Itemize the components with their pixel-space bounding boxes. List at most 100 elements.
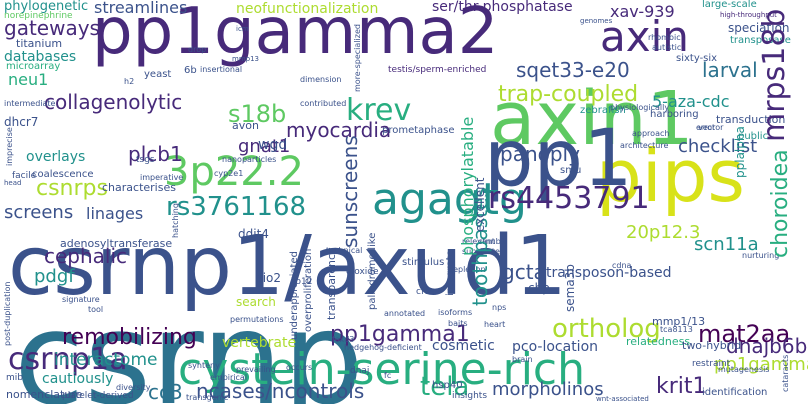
word-nurturing: nurturing [742, 251, 780, 260]
word-h2: h2 [124, 77, 135, 86]
word-smu: smu [560, 165, 582, 176]
word-plcb1: plcb1 [128, 142, 183, 166]
word-csnrps: csnrps [36, 176, 108, 201]
word-pco-location: pco-location [512, 339, 599, 355]
word-fc: fc [384, 371, 392, 380]
word-chp: chp [528, 281, 550, 295]
word-genomes: genomes [580, 17, 613, 25]
word-baits: baits [448, 319, 468, 328]
word-large-scale: large-scale [702, 0, 757, 10]
word-wgd: wgd [258, 137, 288, 153]
word-vector: vector [698, 123, 724, 132]
word-ncases: ncases/ncontrols [196, 379, 365, 403]
word-tio2: tio2 [258, 271, 282, 285]
word-rs4453791: rs4453791 [488, 181, 650, 216]
word-sunscreens: sunscreens [338, 135, 362, 248]
word-post-duplication: post-duplication [3, 281, 12, 346]
word-larval: larval [702, 58, 758, 82]
word-dioxide: dioxide [346, 267, 379, 277]
word-identification: identification [702, 387, 768, 398]
word-dimension: dimension [300, 75, 342, 84]
word-cyp2e1: cyp2e1 [214, 169, 244, 178]
word-screens: screens [4, 202, 74, 223]
word-dhcr7: dhcr7 [4, 115, 39, 129]
word-to12: to12 [292, 277, 313, 287]
word-databases: databases [4, 49, 77, 65]
word-cosmetic: cosmetic [432, 338, 495, 354]
word-s18b: s18b [228, 100, 287, 128]
word-signature: signature [62, 295, 100, 304]
word-rhombic: rhombic [648, 33, 681, 42]
word-technical: technical [326, 246, 363, 255]
word-phylogenetic: phylogenetic [4, 0, 89, 14]
word-pp1: pp1 [484, 114, 633, 204]
word-synteny: synteny [188, 361, 220, 370]
word-scn11a: scn11a [694, 234, 759, 255]
word-prevailing: prevailing [236, 365, 276, 374]
word-vertebrate: vertebrate [222, 335, 297, 351]
word-rs3761168: rs3761168 [166, 192, 307, 222]
word-cc3: cc3 [148, 380, 183, 404]
word-xav-939: xav-939 [610, 2, 675, 21]
word-krit1: krit1 [656, 374, 707, 399]
word-hatching: hatching [171, 203, 180, 238]
word-microarray: microarray [6, 61, 61, 72]
word-yeast: yeast [144, 69, 172, 80]
word-adenosyltransferase: adenosyltransferase [60, 237, 173, 250]
word-linages: linages [86, 204, 144, 223]
word-nps: nps [492, 303, 507, 312]
word-collagenolytic: collagenolytic [44, 90, 183, 114]
word-depletion: depletion [448, 265, 486, 274]
word-two-hybrid: two-hybrid [682, 339, 742, 352]
word-avon: avon [232, 119, 259, 132]
word-mrps18b: mrps18b [757, 8, 792, 142]
word-sqet33-e20: sqet33-e20 [516, 58, 630, 82]
word-zebrafish: zebrafish [580, 105, 626, 116]
word-intermediate: intermediate [4, 99, 56, 108]
word-brain: brain [512, 355, 533, 364]
word-gnat1: gnat1 [238, 136, 291, 157]
word-speciation: speciation [728, 21, 790, 35]
word-axin: axin [600, 12, 689, 61]
word-nanoparticles: nanoparticles [222, 155, 277, 164]
word-3p22: 3p22.2 [164, 149, 304, 195]
word-facile: facile [12, 171, 37, 181]
word-dnajb6b: dnajb6b [726, 334, 808, 358]
word-architecture: architecture [620, 141, 669, 150]
word-pp1gamma: pp1gamma [714, 354, 808, 375]
word-coalescence: coalescence [32, 169, 94, 180]
word-mmp13: mmp13 [232, 55, 259, 63]
word-titanium: titanium [16, 37, 63, 50]
word-krev: krev [346, 93, 412, 128]
word-20p12: 20p12.3 [626, 222, 701, 243]
word-occurs: occurs [286, 363, 313, 372]
word-tca8113: tca8113 [660, 325, 693, 334]
word-imprecise: imprecise [5, 127, 14, 166]
word-pips: pips [596, 134, 745, 218]
word-axin1: axin1 [490, 76, 694, 162]
word-checklist: checklist [678, 136, 758, 157]
word-physiologically: physiologically [610, 103, 670, 112]
word-transgenic: transgenic [186, 393, 229, 402]
word-insights: insights [452, 391, 488, 401]
word-wnt-associated: wnt-associated [596, 395, 649, 403]
word-neofunctionalization: neofunctionalization [236, 1, 379, 17]
word-permutations: permutations [230, 315, 284, 324]
word-cautiously: cautiously [42, 371, 114, 387]
word-restraint: restraint [692, 359, 731, 369]
word-overlays: overlays [26, 149, 86, 165]
word-cysteine-serine-rich: cystein-serine-rich [178, 344, 585, 395]
word-mat2aa: mat2aa [698, 320, 791, 348]
word-sixty-six: sixty-six [676, 53, 718, 64]
word-palindrome-like: palindrome-like [367, 232, 378, 310]
word-relatedness: relatedness [626, 335, 691, 348]
word-underappreciated: underappreciated [289, 251, 300, 340]
word-foxd3: foxd3 [332, 335, 355, 344]
word-overproliferation: overproliferation [303, 248, 314, 332]
word-tela: tela [420, 372, 470, 402]
word-drop: drop [188, 45, 207, 54]
word-more-specialized: more-specialized [353, 24, 362, 92]
word-empirical: empirical [210, 373, 248, 382]
word-pp1gamma1: pp1gamma1 [330, 322, 470, 347]
word-ortholog: ortholog [552, 314, 661, 344]
